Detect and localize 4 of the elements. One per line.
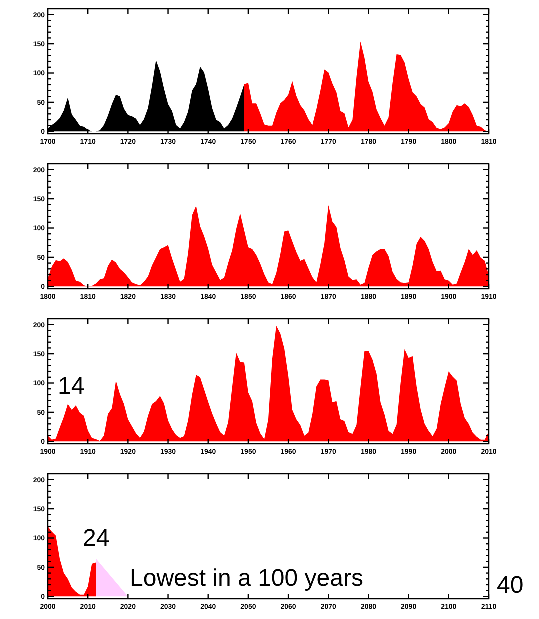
text: 40 xyxy=(497,572,524,599)
annotation: 14 xyxy=(58,373,85,400)
annotation: Lowest in a 100 years xyxy=(130,565,364,592)
annotation: 24 xyxy=(83,525,110,552)
